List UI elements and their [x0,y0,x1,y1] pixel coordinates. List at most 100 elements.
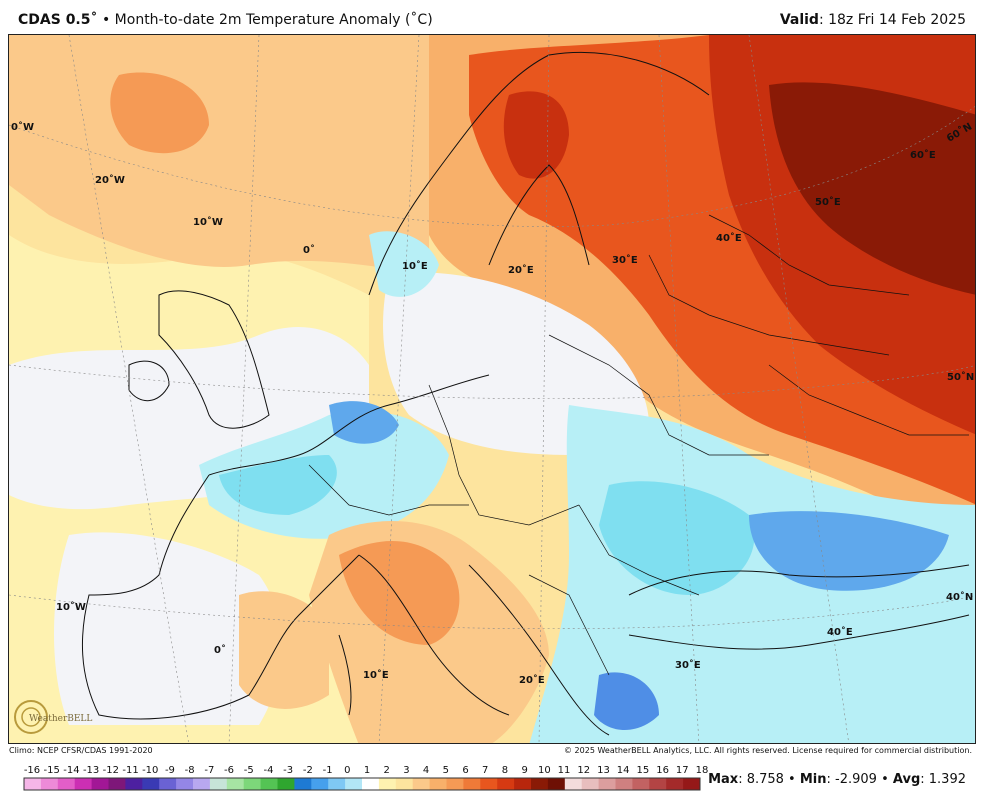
color-scale-tick-label: -6 [224,765,235,776]
country-borders [308,214,969,676]
color-scale-tick-label: 15 [636,765,650,776]
valid-time-value: : 18z Fri 14 Feb 2025 [818,12,966,28]
benelux-cold-core [329,401,399,444]
color-scale-tick-label: -7 [204,765,215,776]
color-scale-tick-label: -8 [184,765,195,776]
color-scale-tick-label: 16 [656,765,669,776]
color-scale-tick-label: -9 [164,765,175,776]
color-scale-swatch [159,778,177,790]
color-scale-swatch [57,778,76,790]
lon-label: 40˚E [716,232,742,244]
border-balkans [528,574,610,676]
color-scale-swatch [209,778,228,790]
color-scale-swatch [193,778,211,790]
color-scale-tick-label: 2 [383,765,390,776]
coastline-scandinavia [368,51,710,296]
title-text: Month-to-date 2m Temperature Anomaly (˚C… [114,12,433,28]
graticule-30e [658,35,700,743]
color-scale-tick-label: 14 [616,765,630,776]
lon-label: 50˚E [815,196,841,208]
header: CDAS 0.5˚ • Month-to-date 2m Temperature… [0,0,984,34]
color-scale-tick-label: -14 [63,765,80,776]
color-scale-swatch [243,778,262,790]
border-france-germany [308,464,469,516]
logo-swirl-inner-icon [21,707,41,727]
color-scale-swatch [24,778,42,790]
graticule-10e [378,35,420,743]
color-scale [23,777,701,791]
coastline-black-sea-south [628,614,970,650]
graticule-10w [68,35,189,743]
color-scale-swatch [74,778,93,790]
color-scale-tick-label: 18 [695,765,709,776]
color-scale-tick-label: 1 [363,765,371,776]
color-scale-tick-label: -15 [43,765,60,776]
color-scale-swatch [311,778,329,790]
color-scale-swatch [480,778,498,790]
color-scale-swatch [328,778,346,790]
color-scale-swatch [683,778,701,790]
climo-note: Climo: NCEP CFSR/CDAS 1991-2020 [9,746,153,755]
color-scale-swatch [378,778,397,790]
color-scale-swatch [463,778,481,790]
product-name: CDAS 0.5˚ [18,12,98,28]
min-label: Min [799,772,827,787]
stats: Max: 8.758 • Min: -2.909 • Avg: 1.392 [708,772,966,787]
color-scale-tick-label: -16 [23,765,41,776]
color-scale-swatch [176,778,194,790]
anomaly-map: 0˚W 20˚W 10˚W 0˚ 10˚E 20˚E 30˚E 40˚E 50˚… [8,34,976,744]
lon-label: 20˚E [519,674,545,686]
coastline-black-sea-north [628,564,970,596]
border-germany-poland [428,384,580,526]
lon-label: 20˚E [508,264,534,276]
lon-label: 40˚E [827,626,853,638]
graticule-60n [9,106,975,227]
iceland-warm [110,72,209,154]
border-russia-oblasts-2 [708,214,910,296]
coastlines [81,51,970,736]
color-scale-border [23,777,701,791]
color-scale-tick-label: 10 [537,765,551,776]
coastline-north-sea [208,374,490,476]
lon-label: 0˚ [303,244,315,256]
color-scale-tick-label: 17 [675,765,689,776]
color-scale-swatch [581,778,600,790]
color-scale-swatch [142,778,160,790]
lon-label: 10˚W [193,216,223,228]
france-cold-core [219,455,337,515]
color-scale-tick-label: -4 [263,765,274,776]
color-scale-tick-label: -10 [142,765,159,776]
max-label: Max [708,772,739,787]
color-scale-tick-label: -1 [322,765,333,776]
russia-extreme-warm [769,82,975,295]
color-scale-tick-label: -13 [82,765,100,776]
color-scale-tick-label: -3 [283,765,294,776]
aegean-cold-core [594,672,659,730]
graticule-0 [228,35,260,743]
lon-label: 30˚E [612,254,638,266]
coastline-ireland [128,360,170,402]
lon-label: 0˚ [214,644,226,656]
lon-label: 20˚W [95,174,125,186]
color-scale-swatch [564,778,583,790]
black-sea-cold-core [749,511,949,591]
ukraine-cold-core [599,481,755,595]
color-scale-swatch [666,778,684,790]
logo-swirl-icon [14,700,48,734]
color-scale-tick-label: 4 [422,765,430,776]
coastline-baltic [488,164,590,266]
color-scale-swatch [362,778,380,790]
border-carpathians [578,504,700,596]
color-scale-swatch [91,778,109,790]
color-scale-swatch [649,778,667,790]
coastline-sardinia [338,634,352,716]
color-scale-swatch [277,778,295,790]
east-iberia-warm [239,591,329,709]
color-scale-swatch [40,778,59,790]
color-scale-tick-label: -11 [122,765,139,776]
graticule [9,35,975,743]
iberia-neutral [54,532,282,725]
valid-label: Valid [779,12,819,28]
stats-separator: • [783,772,800,787]
color-scale-tick-label: -5 [243,765,254,776]
